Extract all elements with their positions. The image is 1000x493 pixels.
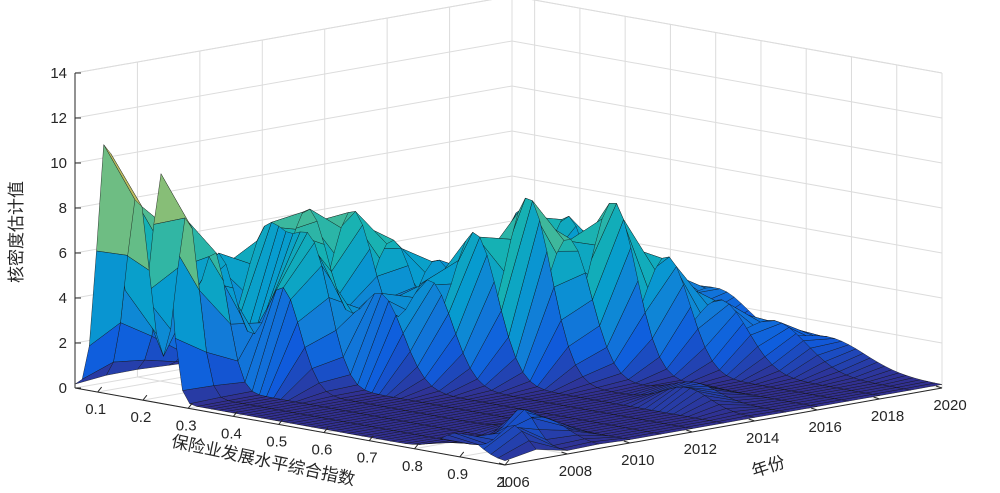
y-tick-label: 2006 [496,474,529,491]
x-tick [323,427,329,433]
x-tick-label: 0.9 [447,466,468,483]
z-tick-label: 2 [59,335,67,352]
x-tick [187,402,193,409]
y-tick [623,440,631,444]
y-tick-label: 2014 [746,430,779,447]
z-gridline [74,0,943,74]
x-tick [233,411,238,417]
x-tick-label: 0.4 [221,425,242,442]
z-tick-label: 10 [50,155,67,172]
x-axis-line [74,387,506,466]
z-tick-label: 0 [59,380,67,397]
x-axis-label: 保险业发展水平综合指数 [170,432,357,489]
x-tick [414,443,419,450]
density-surface [74,143,943,461]
z-tick-label: 12 [50,110,67,127]
front-axes [74,72,943,466]
y-tick [561,451,568,455]
x-tick-label: 0.5 [266,433,287,450]
z-tick-label: 14 [50,65,67,82]
x-tick [97,386,103,393]
z-tick-label: 6 [59,245,67,262]
y-tick-label: 2010 [621,452,654,469]
x-tick [504,459,510,466]
y-tick-label: 2016 [808,419,841,436]
surface-patch [153,173,193,229]
z-tick-label: 4 [59,290,67,307]
z-tick-label: 8 [59,200,67,217]
x-tick [368,435,374,441]
x-tick-label: 0.1 [85,401,106,418]
x-tick-label: 0.2 [130,409,151,426]
y-tick [498,462,506,466]
x-tick [142,394,148,401]
y-tick-label: 2018 [871,408,904,425]
y-tick [748,418,755,422]
surface-patch [96,143,136,256]
y-tick-label: 2012 [684,441,717,458]
x-tick [459,451,465,458]
y-tick [810,407,818,411]
x-tick-label: 0.8 [402,458,423,475]
box-edge [74,0,493,74]
x-tick-label: 0.6 [312,442,333,459]
y-tick-label: 2008 [559,463,592,480]
y-axis-label: 年份 [749,452,787,481]
z-gridline [74,85,943,164]
y-tick [873,396,880,400]
z-gridline [74,40,943,119]
box-edge [531,0,943,74]
z-axis-label: 核密度估计值 [7,181,26,283]
y-tick [935,385,943,389]
y-tick [686,429,693,433]
x-tick-label: 0.7 [357,450,378,467]
y-axis-line [504,387,943,466]
y-tick-label: 2020 [933,397,966,414]
z-gridline [74,130,943,209]
x-tick [278,419,284,425]
x-tick-label: 0.3 [176,417,197,434]
surface-patch [74,361,114,385]
x-tick-label: 1 [499,474,507,491]
